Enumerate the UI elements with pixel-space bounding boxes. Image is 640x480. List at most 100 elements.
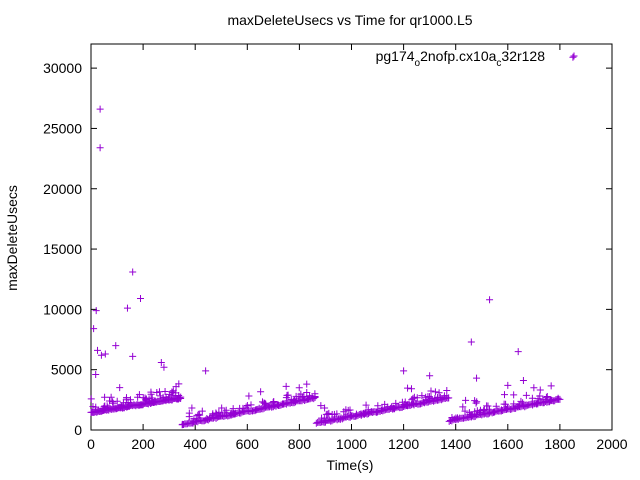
data-points xyxy=(87,53,577,429)
data-point-outlier xyxy=(112,342,120,350)
data-point-outlier xyxy=(101,350,109,358)
data-point xyxy=(522,391,530,399)
data-point xyxy=(443,387,451,395)
data-point xyxy=(247,401,255,409)
data-point xyxy=(517,397,525,405)
data-point xyxy=(161,388,169,396)
data-point-outlier xyxy=(129,268,137,276)
data-point xyxy=(435,389,443,397)
data-point xyxy=(346,406,354,414)
data-point xyxy=(500,391,508,399)
legend-marker xyxy=(570,52,578,60)
data-point-outlier xyxy=(569,53,577,61)
x-axis-label: Time(s) xyxy=(327,457,374,473)
y-tick-label: 15000 xyxy=(43,241,82,257)
data-point xyxy=(303,380,311,388)
legend-marker-symbol xyxy=(570,52,578,60)
data-point xyxy=(445,394,453,402)
chart-title: maxDeleteUsecs vs Time for qr1000.L5 xyxy=(227,12,472,28)
y-axis-ticks: 0 5000 10000 15000 20000 25000 30000 xyxy=(43,60,612,438)
data-point-outlier xyxy=(400,367,408,375)
x-tick-label: 2000 xyxy=(596,436,627,452)
data-point xyxy=(410,393,418,401)
data-point xyxy=(418,392,426,400)
data-point xyxy=(462,396,470,404)
data-point xyxy=(510,400,518,408)
y-axis-label: maxDeleteUsecs xyxy=(4,185,20,291)
data-point-outlier xyxy=(160,363,168,371)
x-tick-label: 800 xyxy=(288,436,312,452)
data-point-outlier xyxy=(96,105,104,113)
data-point-outlier xyxy=(157,358,165,366)
data-point-outlier xyxy=(123,304,131,312)
data-point xyxy=(198,407,206,415)
x-tick-label: 1200 xyxy=(388,436,419,452)
data-point xyxy=(317,402,325,410)
data-point xyxy=(362,401,370,409)
data-point xyxy=(229,405,237,413)
data-point xyxy=(109,398,117,406)
data-point-outlier xyxy=(96,144,104,152)
data-point xyxy=(404,384,412,392)
data-point xyxy=(109,399,117,407)
data-point xyxy=(135,391,143,399)
data-point xyxy=(510,391,518,399)
legend-series-label: pg174o2nofp.cx10ac32r128 xyxy=(376,48,546,69)
y-tick-label: 10000 xyxy=(43,301,82,317)
data-point xyxy=(284,391,292,399)
x-tick-label: 1000 xyxy=(336,436,367,452)
data-point-outlier xyxy=(467,338,475,346)
data-point xyxy=(106,397,114,405)
data-point xyxy=(325,409,333,417)
data-point xyxy=(113,397,121,405)
data-point-outlier xyxy=(136,295,144,303)
data-point-outlier xyxy=(426,372,434,380)
data-point xyxy=(515,401,523,409)
y-tick-label: 25000 xyxy=(43,120,82,136)
data-point xyxy=(142,396,150,404)
data-point xyxy=(413,394,421,402)
data-point-outlier xyxy=(514,348,522,356)
x-axis-ticks: 0 200 400 600 800 1000 1200 1400 1600 1800 2000 xyxy=(87,44,628,452)
data-point-outlier xyxy=(486,296,494,304)
data-point xyxy=(484,402,492,410)
data-point-outlier xyxy=(90,325,98,333)
data-point xyxy=(87,395,95,403)
data-point xyxy=(536,386,544,394)
x-tick-label: 1800 xyxy=(544,436,575,452)
data-point xyxy=(409,394,417,402)
x-tick-label: 1600 xyxy=(492,436,523,452)
data-point xyxy=(242,403,250,411)
data-point xyxy=(427,387,435,395)
data-point xyxy=(459,403,467,411)
data-point-outlier xyxy=(473,374,481,382)
data-point-outlier xyxy=(519,377,527,385)
legend: pg174o2nofp.cx10ac32r128 xyxy=(376,48,578,69)
data-point xyxy=(472,399,480,407)
data-point xyxy=(407,385,415,393)
data-point xyxy=(311,392,319,400)
data-point xyxy=(101,393,109,401)
x-tick-label: 0 xyxy=(87,436,95,452)
data-point xyxy=(536,392,544,400)
data-point xyxy=(196,411,204,419)
data-point xyxy=(502,400,510,408)
data-point xyxy=(116,384,124,392)
data-point xyxy=(177,393,185,401)
data-point xyxy=(168,388,176,396)
data-point xyxy=(107,393,115,401)
data-point xyxy=(175,380,183,388)
data-point xyxy=(243,402,251,410)
data-point-outlier xyxy=(97,351,105,359)
data-point xyxy=(461,407,469,415)
y-tick-label: 30000 xyxy=(43,60,82,76)
data-point xyxy=(257,388,265,396)
x-tick-label: 600 xyxy=(236,436,260,452)
data-point xyxy=(282,382,290,390)
plot-border xyxy=(90,43,613,431)
data-point xyxy=(218,404,226,412)
x-tick-label: 400 xyxy=(184,436,208,452)
x-tick-label: 1400 xyxy=(440,436,471,452)
data-point-outlier xyxy=(92,371,100,379)
data-point-outlier xyxy=(129,352,137,360)
